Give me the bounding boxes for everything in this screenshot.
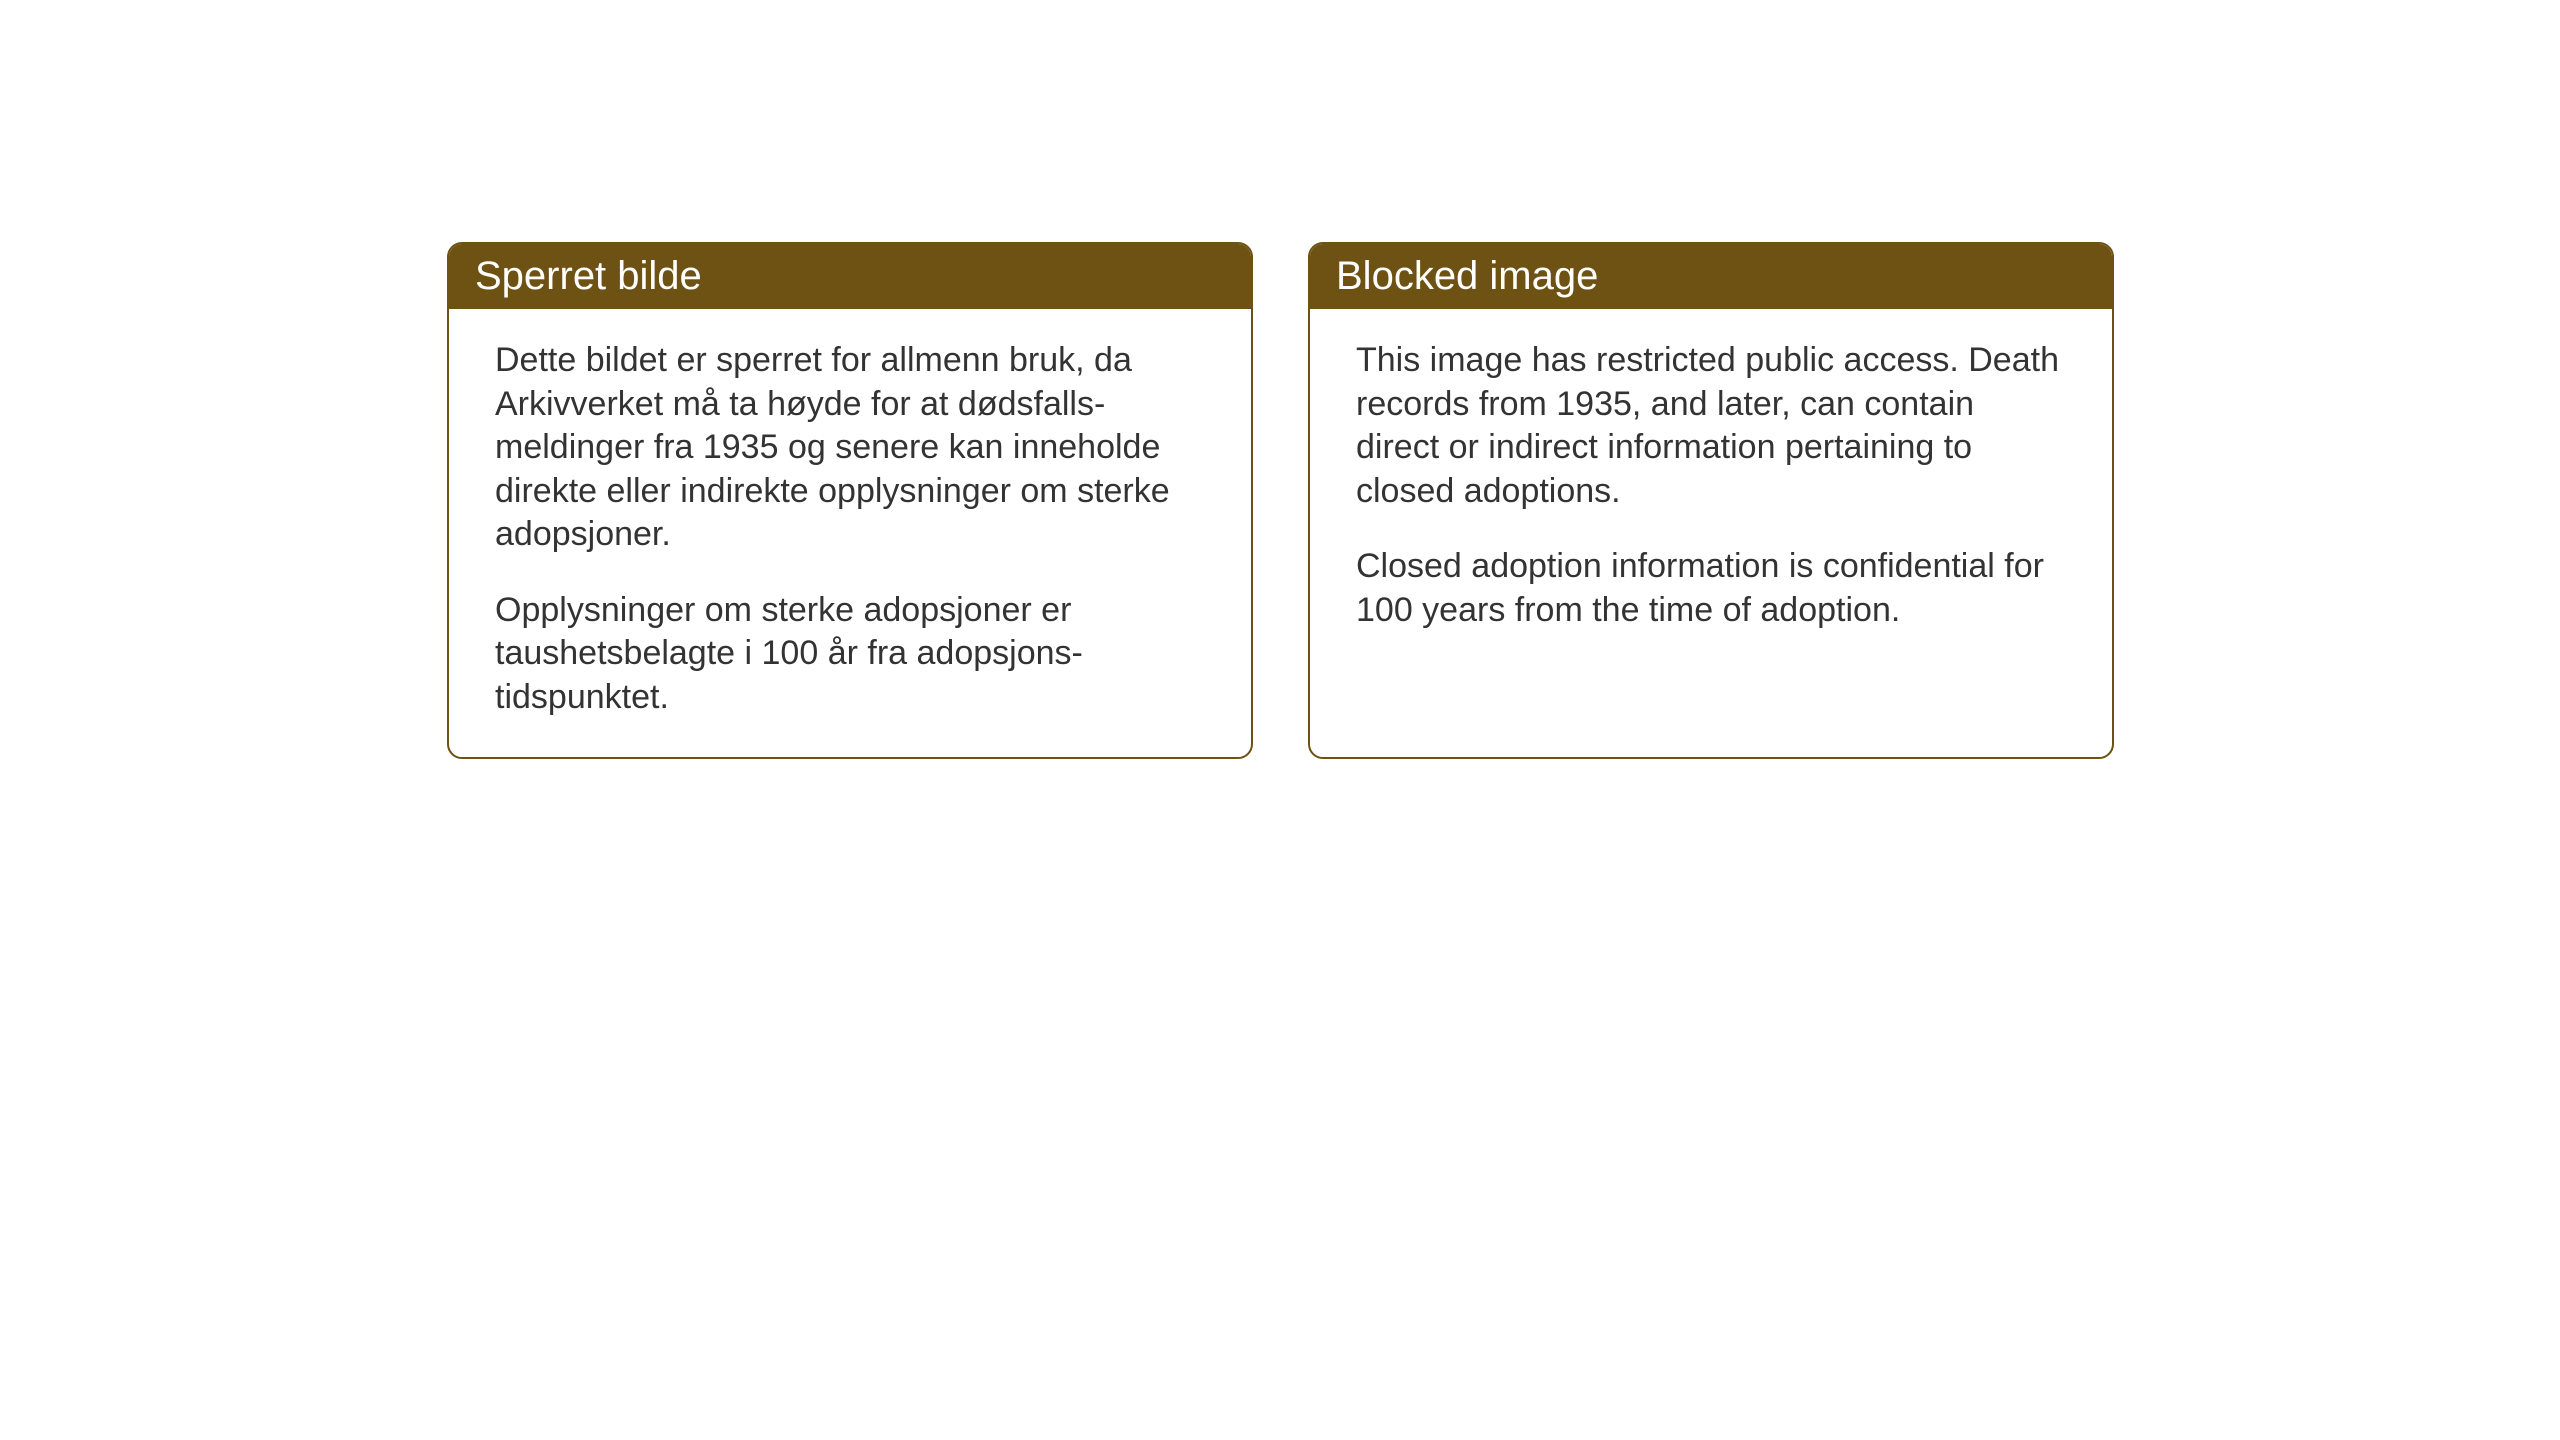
cards-container: Sperret bilde Dette bildet er sperret fo…	[447, 242, 2114, 759]
norwegian-card-title: Sperret bilde	[449, 244, 1251, 309]
english-card-title: Blocked image	[1310, 244, 2112, 309]
english-paragraph-2: Closed adoption information is confident…	[1356, 545, 2066, 632]
english-card: Blocked image This image has restricted …	[1308, 242, 2114, 759]
norwegian-card-body: Dette bildet er sperret for allmenn bruk…	[449, 309, 1251, 757]
norwegian-card: Sperret bilde Dette bildet er sperret fo…	[447, 242, 1253, 759]
norwegian-paragraph-2: Opplysninger om sterke adopsjoner er tau…	[495, 589, 1205, 720]
english-card-body: This image has restricted public access.…	[1310, 309, 2112, 670]
norwegian-paragraph-1: Dette bildet er sperret for allmenn bruk…	[495, 339, 1205, 557]
english-paragraph-1: This image has restricted public access.…	[1356, 339, 2066, 513]
